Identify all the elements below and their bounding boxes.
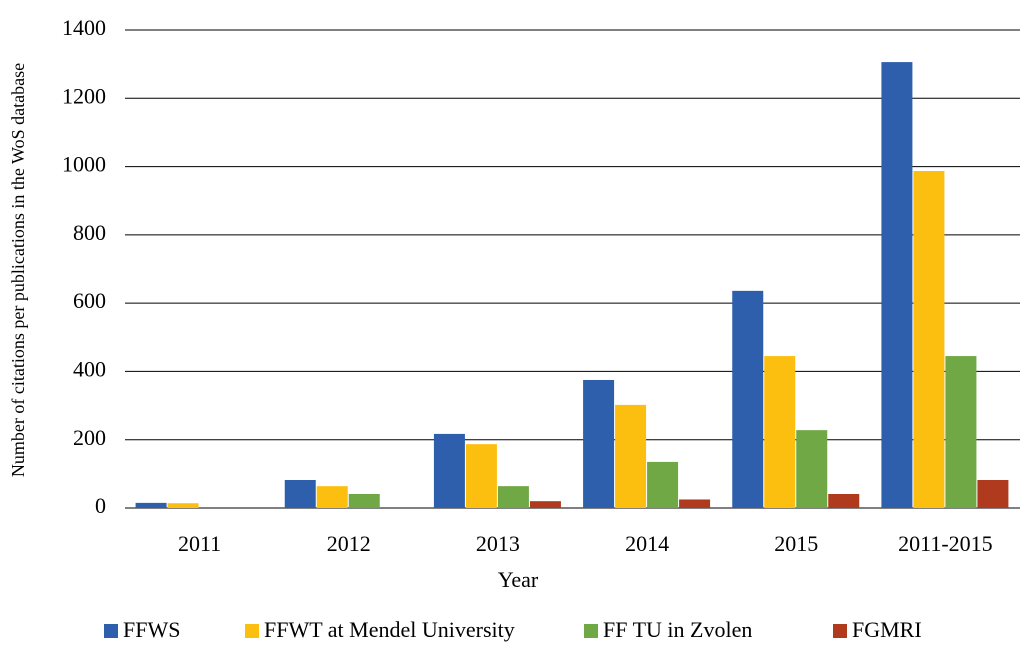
legend-swatch: [833, 624, 847, 638]
bar: [529, 501, 561, 508]
legend-swatch: [104, 624, 118, 638]
x-tick-label: 2011: [178, 531, 221, 556]
bar: [647, 461, 679, 508]
bar: [828, 494, 860, 508]
x-tick-label: 2014: [625, 531, 669, 556]
bar: [583, 379, 615, 508]
legend-label: FFWS: [123, 617, 180, 642]
bar: [348, 494, 380, 508]
bar: [433, 433, 465, 508]
y-tick-label: 1000: [62, 152, 106, 177]
legend-label: FGMRI: [852, 617, 922, 642]
bar: [135, 502, 167, 508]
x-tick-label: 2011-2015: [898, 531, 993, 556]
y-tick-label: 1200: [62, 83, 106, 108]
legend-swatch: [245, 624, 259, 638]
bar: [977, 480, 1009, 508]
bar: [679, 499, 711, 508]
bar: [497, 486, 529, 508]
x-tick-label: 2012: [327, 531, 371, 556]
bar: [764, 356, 796, 508]
bar: [945, 356, 977, 508]
bar: [732, 290, 764, 508]
y-tick-label: 800: [73, 220, 106, 245]
y-axis-label: Number of citations per publications in …: [8, 63, 28, 477]
legend-label: FF TU in Zvolen: [603, 617, 752, 642]
x-tick-label: 2013: [476, 531, 520, 556]
bar: [881, 62, 913, 508]
y-tick-label: 1400: [62, 15, 106, 40]
y-tick-label: 0: [95, 493, 106, 518]
y-tick-label: 400: [73, 356, 106, 381]
x-axis-label: Year: [498, 567, 539, 592]
y-tick-label: 200: [73, 425, 106, 450]
legend-label: FFWT at Mendel University: [264, 617, 515, 642]
bar: [167, 503, 199, 508]
bar: [913, 171, 945, 508]
y-tick-label: 600: [73, 288, 106, 313]
x-tick-label: 2015: [774, 531, 818, 556]
bar: [465, 444, 497, 508]
bar: [615, 404, 647, 508]
bar: [284, 480, 316, 508]
bar: [316, 486, 348, 508]
legend-swatch: [584, 624, 598, 638]
bar: [796, 430, 828, 508]
